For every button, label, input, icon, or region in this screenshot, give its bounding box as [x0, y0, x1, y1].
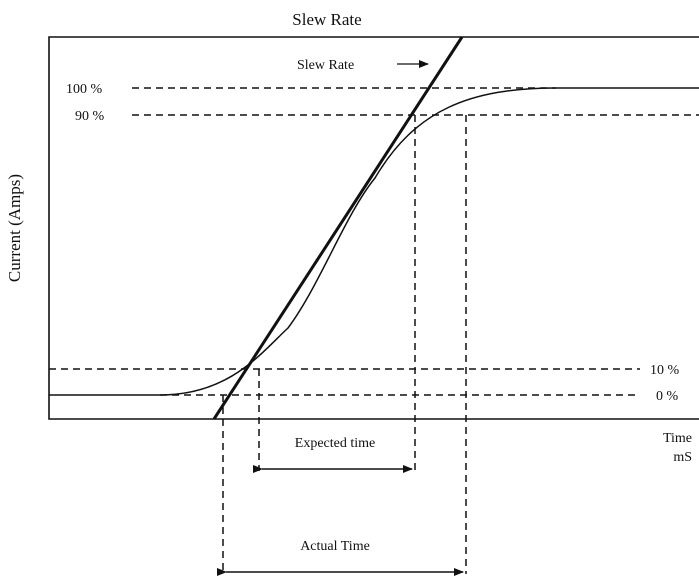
y-axis-label: Current (Amps) [5, 174, 24, 282]
slew-rate-line [212, 36, 464, 420]
actual-time-label: Actual Time [300, 539, 370, 554]
diagram-title: Slew Rate [292, 10, 361, 29]
x-axis-label-unit: mS [673, 450, 692, 465]
level-label-100: 100 % [66, 82, 103, 97]
response-curve [49, 87, 699, 396]
slew-rate-label: Slew Rate [297, 58, 354, 73]
expected-time-label: Expected time [295, 436, 375, 451]
plot-frame [48, 36, 699, 420]
level-label-0: 0 % [656, 389, 679, 404]
x-axis-label-time: Time [663, 431, 692, 446]
level-label-90: 90 % [75, 109, 105, 124]
level-label-10: 10 % [650, 363, 680, 378]
